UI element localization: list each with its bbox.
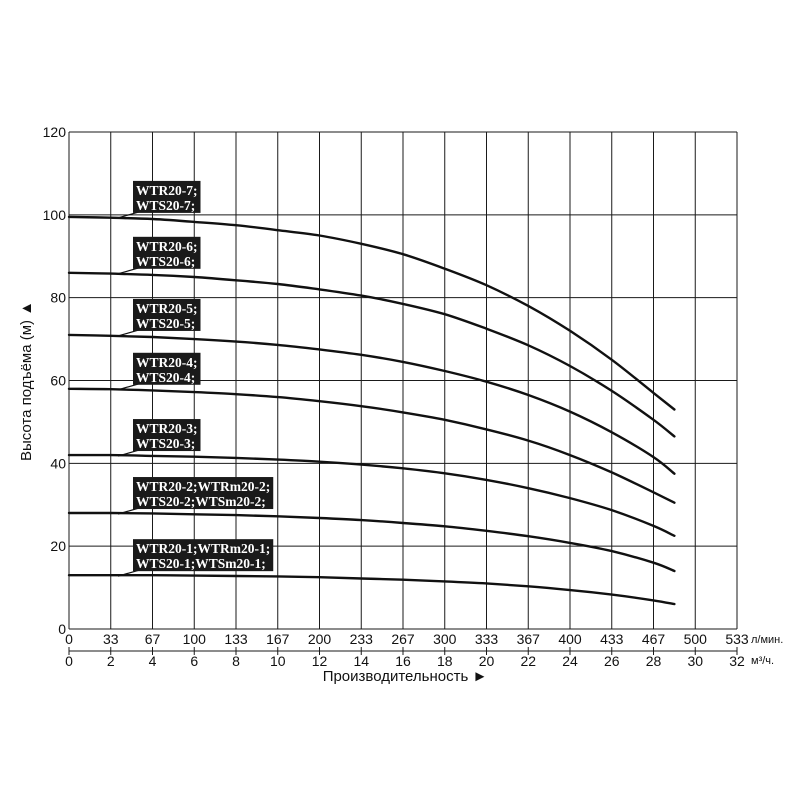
x-tick-label-lpm: 100	[183, 631, 207, 647]
label-line-2: WTS20-1;WTSm20-1;	[136, 556, 266, 571]
y-axis-title: Высота подъёма (м) ▲	[18, 301, 35, 461]
label-line-1: WTR20-5;	[136, 301, 198, 316]
label-box	[133, 419, 201, 452]
x-tick-label-m3h: 4	[149, 653, 157, 669]
y-tick-label: 0	[58, 621, 66, 637]
series-line-6	[67, 511, 676, 573]
series-label-2: WTR20-6;WTS20-6;	[117, 236, 201, 275]
y-tick-label: 60	[50, 373, 66, 389]
label-line-1: WTR20-1;WTRm20-1;	[136, 541, 270, 556]
series-label-6: WTR20-2;WTRm20-2;WTS20-2;WTSm20-2;	[117, 477, 274, 515]
x-tick-label-m3h: 16	[395, 653, 411, 669]
x-tick-label-m3h: 26	[604, 653, 620, 669]
x-tick-label-m3h: 2	[107, 653, 115, 669]
x-unit-m3h: м³/ч.	[751, 655, 774, 667]
y-tick-label: 100	[43, 207, 67, 223]
x-tick-label-lpm: 267	[391, 631, 415, 647]
label-line-2: WTS20-7;	[136, 198, 195, 213]
series-line-5	[67, 453, 676, 537]
x-tick-label-lpm: 67	[145, 631, 161, 647]
x-tick-label-lpm: 467	[642, 631, 666, 647]
x-tick-label-lpm: 300	[433, 631, 457, 647]
series-line-2	[67, 271, 676, 438]
label-box	[133, 477, 274, 510]
x-tick-label-lpm: 167	[266, 631, 290, 647]
y-tick-label: 40	[50, 455, 66, 471]
x-tick-labels-lpm: 0 33 67 100 133 167 200 233 267 300 333 367 400 433 46…	[65, 631, 749, 647]
series-line-3	[67, 333, 676, 475]
x-tick-labels-m3h: 0 2 4 6 8 10 12 14 16 18 20 22 24 26 28 30 32	[65, 653, 745, 669]
label-line-1: WTR20-2;WTRm20-2;	[136, 479, 270, 494]
series-labels: WTR20-7;WTS20-7; WTR20-6;WTS20-6; WTR20-5;…	[117, 180, 274, 577]
x-tick-label-lpm: 433	[600, 631, 624, 647]
x-tick-label-lpm: 0	[65, 631, 73, 647]
x-tick-label-m3h: 20	[479, 653, 495, 669]
y-tick-label: 20	[50, 538, 66, 554]
label-box	[133, 539, 274, 572]
x-tick-label-lpm: 33	[103, 631, 119, 647]
label-line-2: WTS20-4;	[136, 370, 195, 385]
series-label-4: WTR20-4;WTS20-4;	[117, 352, 201, 391]
x-tick-label-lpm: 200	[308, 631, 332, 647]
x-tick-label-m3h: 18	[437, 653, 453, 669]
y-tick-label: 120	[43, 124, 67, 140]
label-line-2: WTS20-3;	[136, 436, 195, 451]
label-line-2: WTS20-2;WTSm20-2;	[136, 494, 266, 509]
x-tick-label-lpm: 333	[475, 631, 499, 647]
label-line-2: WTS20-5;	[136, 316, 195, 331]
series-line-4	[67, 387, 676, 504]
x-tick-label-m3h: 0	[65, 653, 73, 669]
x-unit-lpm: л/мин.	[751, 634, 783, 646]
curves	[67, 215, 676, 606]
x-tick-label-lpm: 533	[725, 631, 749, 647]
label-leader-line	[117, 267, 140, 275]
series-label-7: WTR20-1;WTRm20-1;WTS20-1;WTSm20-1;	[117, 539, 274, 577]
series-line-1	[67, 215, 676, 411]
x-tick-label-m3h: 32	[729, 653, 745, 669]
x-tick-label-m3h: 30	[687, 653, 703, 669]
label-line-1: WTR20-4;	[136, 355, 198, 370]
x-tick-label-m3h: 22	[520, 653, 536, 669]
x-tick-label-m3h: 8	[232, 653, 240, 669]
x-tick-label-m3h: 28	[646, 653, 662, 669]
x-tick-label-m3h: 12	[312, 653, 328, 669]
y-tick-label: 80	[50, 290, 66, 306]
label-box	[133, 298, 201, 331]
x-tick-label-m3h: 6	[190, 653, 198, 669]
series-line-7	[67, 573, 676, 606]
label-line-2: WTS20-6;	[136, 254, 195, 269]
series-label-3: WTR20-5;WTS20-5;	[117, 298, 201, 337]
label-box	[133, 236, 201, 269]
y-tick-labels: 0 20 40 60 80 100 120	[43, 124, 67, 637]
x-tick-label-m3h: 10	[270, 653, 286, 669]
x-tick-label-lpm: 500	[684, 631, 708, 647]
series-label-5: WTR20-3;WTS20-3;	[117, 419, 201, 457]
x-tick-label-lpm: 233	[350, 631, 374, 647]
x-tick-label-lpm: 133	[224, 631, 248, 647]
x-tick-label-lpm: 367	[517, 631, 541, 647]
x-tick-label-m3h: 14	[353, 653, 369, 669]
series-label-1: WTR20-7;WTS20-7;	[117, 180, 201, 219]
label-line-1: WTR20-7;	[136, 183, 198, 198]
x-tick-label-m3h: 24	[562, 653, 578, 669]
x-tick-label-lpm: 400	[558, 631, 582, 647]
x-axis-title: Производительность ►	[323, 668, 488, 685]
label-box	[133, 352, 201, 385]
label-line-1: WTR20-3;	[136, 421, 198, 436]
label-line-1: WTR20-6;	[136, 239, 198, 254]
label-box	[133, 180, 201, 213]
